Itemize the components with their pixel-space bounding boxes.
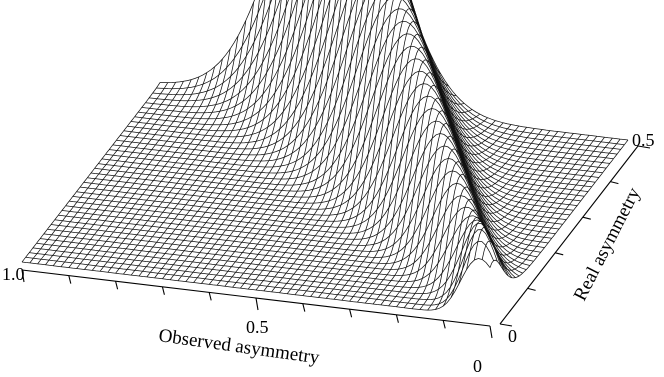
mesh-line-real xyxy=(116,0,585,197)
x-tick-mark xyxy=(302,303,306,312)
x-tick-mark xyxy=(115,281,119,290)
mesh-line-observed xyxy=(154,0,282,279)
mesh-line-observed xyxy=(29,82,169,264)
mesh-line-observed xyxy=(247,0,347,290)
mesh-line-observed xyxy=(216,0,325,286)
mesh-line-observed xyxy=(115,2,254,274)
mesh-line-observed xyxy=(450,135,590,298)
mesh-line-observed xyxy=(185,0,304,282)
y-tick-mark xyxy=(582,216,591,220)
y-tick-label-0.5: 0.5 xyxy=(632,130,655,150)
tick-marks xyxy=(21,145,651,339)
mesh-line-observed xyxy=(240,0,342,289)
x-tick-mark xyxy=(208,292,212,301)
mesh-line-observed xyxy=(325,8,465,299)
mesh-line-observed xyxy=(341,33,481,301)
mesh-line-observed xyxy=(130,0,266,276)
x-tick-mark xyxy=(442,320,446,329)
mesh-line-real xyxy=(105,0,574,211)
mesh-line-observed xyxy=(84,58,223,270)
mesh-line-observed xyxy=(442,134,582,307)
x-axis-title: Observed asymmetry xyxy=(157,325,321,368)
mesh-line-observed xyxy=(37,82,176,265)
mesh-line-observed xyxy=(263,0,358,292)
mesh-line-observed xyxy=(45,81,184,266)
mesh-line-observed xyxy=(458,136,598,285)
mesh-line-observed xyxy=(91,48,231,271)
mesh-line-observed xyxy=(427,132,566,311)
mesh-line-observed xyxy=(21,82,161,263)
mesh-line-observed xyxy=(474,137,613,264)
mesh-line-observed xyxy=(411,130,551,309)
mesh-line-observed xyxy=(99,35,239,272)
mesh-line-observed xyxy=(177,0,298,281)
x-tick-mark xyxy=(255,297,259,311)
mesh-line-observed xyxy=(396,123,535,308)
mesh-line-observed xyxy=(123,0,260,275)
x-tick-mark xyxy=(161,286,165,295)
mesh-line-observed xyxy=(318,0,457,298)
x-tick-mark xyxy=(21,269,25,283)
mesh-line-observed xyxy=(294,0,434,295)
mesh-line-observed xyxy=(52,79,192,266)
y-axis-line xyxy=(499,145,639,325)
y-tick-mark xyxy=(527,287,536,291)
y-axis-title: Real asymmetry xyxy=(570,184,645,304)
mesh-line-observed xyxy=(403,129,543,308)
mesh-line-real xyxy=(152,0,621,150)
mesh-line-observed xyxy=(364,72,504,304)
mesh-line-observed xyxy=(271,0,364,293)
mesh-line-observed xyxy=(146,0,277,278)
mesh-line-observed xyxy=(333,21,473,300)
mesh-line-observed xyxy=(60,76,200,267)
mesh-line-observed xyxy=(372,85,512,305)
mesh-line-real xyxy=(25,240,494,306)
mesh-line-observed xyxy=(162,0,288,280)
mesh-line-observed xyxy=(357,59,496,303)
x-tick-mark xyxy=(395,314,399,323)
mesh-line-observed xyxy=(201,0,315,284)
mesh-line-observed xyxy=(481,138,621,271)
mesh-line-observed xyxy=(419,131,559,310)
mesh-line-observed xyxy=(138,0,271,277)
x-tick-label-1.0: 1.0 xyxy=(2,264,25,284)
mesh-line-observed xyxy=(435,133,574,310)
x-tick-mark xyxy=(349,309,353,318)
y-tick-mark xyxy=(610,181,619,185)
mesh-line-observed xyxy=(169,0,293,280)
mesh-line-observed xyxy=(224,0,331,287)
mesh-line-real xyxy=(156,0,625,146)
mesh-line-observed xyxy=(107,20,247,273)
y-tick-mark xyxy=(555,252,564,256)
mesh-line-observed xyxy=(286,0,426,294)
mesh-line-real xyxy=(123,0,592,188)
y-tick-mark xyxy=(637,145,651,149)
mesh-line-observed xyxy=(193,0,309,283)
mesh-line-observed xyxy=(208,0,320,285)
mesh-line-observed xyxy=(255,0,353,291)
y-tick-mark xyxy=(499,323,513,327)
mesh-line-observed xyxy=(68,72,208,268)
x-tick-label-0.5: 0.5 xyxy=(246,317,269,337)
mesh-line-observed xyxy=(279,0,418,294)
mesh-line-observed xyxy=(232,0,336,288)
x-tick-label-0: 0 xyxy=(473,356,482,376)
mesh-line-observed xyxy=(76,66,215,269)
mesh-line-observed xyxy=(489,139,629,279)
mesh-line-observed xyxy=(349,46,488,302)
x-tick-mark xyxy=(68,275,72,284)
mesh-line-observed xyxy=(388,110,527,307)
surface-mesh xyxy=(21,0,629,311)
y-tick-label-0: 0 xyxy=(508,326,517,346)
x-tick-mark xyxy=(489,325,493,339)
mesh-line-real xyxy=(29,229,498,300)
